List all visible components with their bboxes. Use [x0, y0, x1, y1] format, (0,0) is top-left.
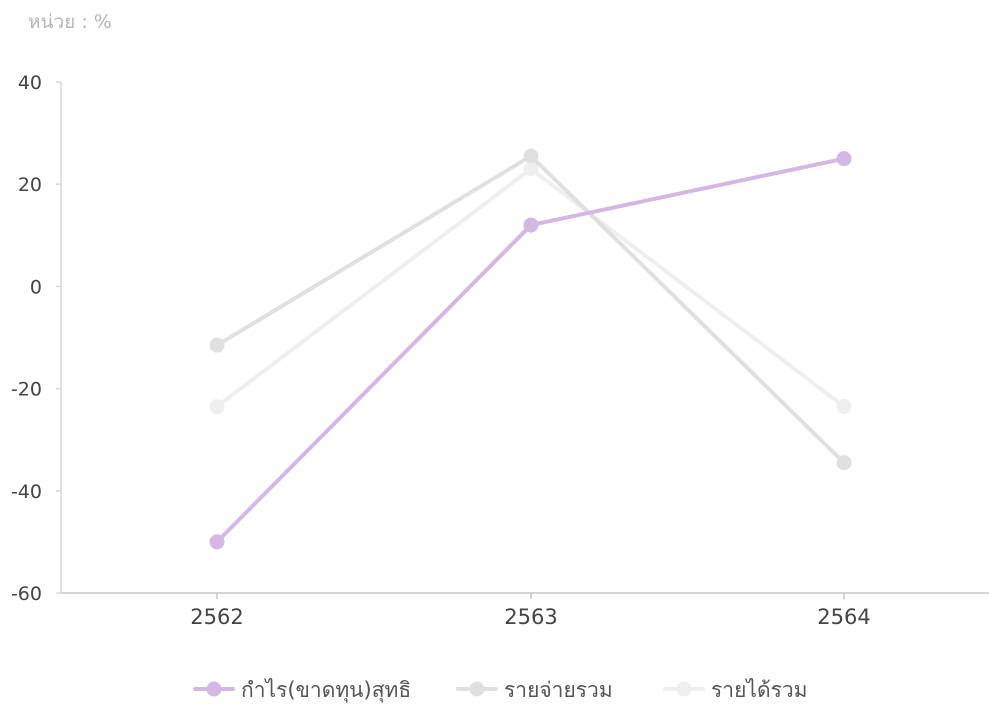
- series-line: [215, 154, 846, 465]
- x-axis-ticks: 2562 2563 2564: [190, 593, 871, 629]
- legend-dot-swatch: [676, 681, 692, 697]
- data-point[interactable]: [209, 337, 225, 353]
- data-point[interactable]: [209, 398, 225, 414]
- x-tick-label: 2562: [190, 605, 243, 629]
- data-point[interactable]: [836, 398, 852, 414]
- legend-label: รายจ่ายรวม: [504, 678, 613, 702]
- data-point[interactable]: [209, 534, 225, 550]
- legend-dot-swatch: [469, 681, 485, 697]
- legend-item[interactable]: กำไร(ขาดทุน)สุทธิ: [193, 678, 411, 703]
- data-point[interactable]: [523, 148, 539, 164]
- series-group: [209, 161, 852, 414]
- y-tick-label: -40: [11, 481, 42, 503]
- legend: กำไร(ขาดทุน)สุทธิ รายจ่ายรวม รายได้รวม: [193, 678, 808, 703]
- series-group: [209, 148, 852, 471]
- series-line: [215, 156, 846, 544]
- data-point[interactable]: [836, 151, 852, 167]
- legend-label: กำไร(ขาดทุน)สุทธิ: [241, 678, 411, 703]
- x-tick-label: 2564: [817, 605, 870, 629]
- data-point[interactable]: [836, 455, 852, 471]
- y-tick-label: 20: [18, 174, 42, 196]
- series-group: [209, 151, 852, 550]
- y-tick-label: -20: [11, 379, 42, 401]
- y-tick-label: -60: [11, 583, 42, 605]
- legend-item[interactable]: รายจ่ายรวม: [456, 678, 613, 702]
- data-point[interactable]: [523, 161, 539, 177]
- x-tick-label: 2563: [504, 605, 557, 629]
- series-layer: [209, 148, 852, 550]
- legend-dot-swatch: [206, 681, 222, 697]
- y-axis-ticks: 40 20 0 -20 -40 -60: [11, 72, 61, 605]
- y-tick-label: 0: [30, 276, 42, 298]
- legend-label: รายได้รวม: [711, 678, 808, 702]
- y-tick-label: 40: [18, 72, 42, 94]
- unit-label: หน่วย : %: [28, 11, 112, 33]
- legend-item[interactable]: รายได้รวม: [663, 678, 808, 702]
- data-point[interactable]: [523, 217, 539, 233]
